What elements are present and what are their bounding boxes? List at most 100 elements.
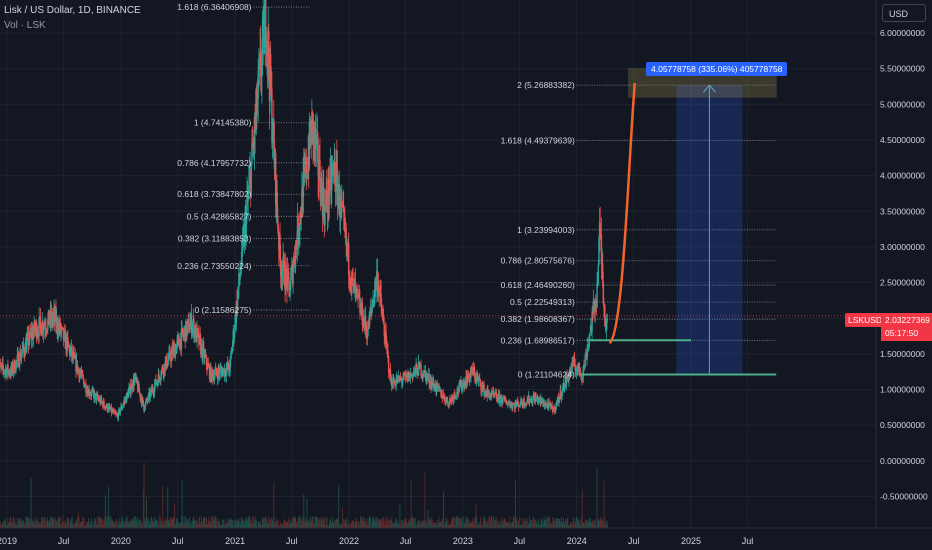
candle-body bbox=[298, 234, 300, 241]
volume-bar bbox=[381, 520, 383, 528]
volume-bar bbox=[54, 518, 56, 528]
volume-bar bbox=[253, 516, 255, 528]
candle-body bbox=[181, 328, 184, 334]
y-tick-label: 3.00000000 bbox=[880, 242, 925, 252]
volume-bar bbox=[69, 520, 71, 528]
candle-body bbox=[494, 393, 497, 396]
volume-bar bbox=[494, 520, 496, 528]
candle-body bbox=[115, 413, 118, 415]
volume-bar bbox=[429, 519, 431, 528]
volume-bar bbox=[0, 525, 2, 528]
candle-body bbox=[412, 373, 415, 375]
volume-bar bbox=[186, 519, 188, 528]
candle-body bbox=[135, 374, 137, 380]
candle-body bbox=[528, 401, 531, 404]
volume-bar bbox=[479, 524, 481, 528]
volume-bar bbox=[358, 524, 360, 528]
candle-body bbox=[289, 277, 292, 291]
candle-body bbox=[555, 401, 558, 407]
volume-bar bbox=[564, 521, 566, 528]
volume-bar bbox=[574, 520, 576, 528]
volume-bar bbox=[176, 517, 178, 528]
candle-body bbox=[337, 195, 339, 206]
volume-bar bbox=[88, 522, 90, 528]
volume-bar bbox=[58, 516, 60, 528]
candle-body bbox=[561, 392, 563, 397]
volume-bar bbox=[127, 517, 129, 528]
volume-bar bbox=[10, 516, 11, 528]
volume-bar bbox=[242, 519, 244, 528]
volume-bar bbox=[525, 525, 527, 528]
candle-body bbox=[545, 404, 547, 407]
volume-bar bbox=[533, 520, 535, 528]
volume-bar bbox=[243, 519, 245, 528]
candle-body bbox=[523, 398, 525, 407]
volume-bar bbox=[501, 523, 503, 528]
volume-bar bbox=[173, 516, 175, 528]
candle-body bbox=[0, 364, 3, 367]
candle-body bbox=[106, 404, 108, 411]
volume-bar bbox=[42, 519, 44, 528]
candle-body bbox=[518, 405, 520, 408]
candle-body bbox=[276, 207, 279, 225]
symbol-title[interactable]: Lisk / US Dollar, 1D, BINANCE bbox=[4, 5, 141, 16]
volume-bar bbox=[307, 519, 308, 528]
candle-body bbox=[366, 335, 369, 339]
volume-bar bbox=[305, 521, 307, 528]
candle-body bbox=[27, 333, 30, 346]
candle-body bbox=[507, 402, 509, 405]
volume-bar bbox=[205, 524, 207, 528]
candle-body bbox=[259, 52, 262, 77]
volume-bar bbox=[234, 519, 236, 528]
volume-bar bbox=[10, 517, 12, 528]
candle-body bbox=[535, 397, 538, 400]
volume-bar bbox=[496, 519, 498, 528]
volume-bar bbox=[452, 516, 454, 528]
volume-bar bbox=[89, 525, 91, 528]
volume-bar bbox=[547, 517, 549, 528]
volume-bar bbox=[464, 522, 466, 528]
volume-bar bbox=[517, 520, 519, 528]
volume-bar bbox=[151, 521, 153, 528]
candle-body bbox=[169, 350, 171, 359]
candle-body bbox=[441, 393, 444, 399]
fib-second-level-label: 1.618 (4.49379639) bbox=[501, 135, 575, 145]
volume-bar bbox=[538, 524, 540, 528]
volume-bar bbox=[30, 477, 32, 528]
volume-bar bbox=[169, 522, 171, 528]
volume-bar bbox=[201, 525, 203, 528]
volume-bar bbox=[307, 519, 309, 528]
volume-legend[interactable]: Vol · LSK bbox=[4, 20, 46, 31]
volume-bar bbox=[34, 525, 36, 528]
candle-body bbox=[334, 161, 336, 186]
volume-bar bbox=[353, 521, 355, 528]
volume-bar bbox=[278, 525, 280, 528]
volume-bar bbox=[196, 520, 197, 528]
volume-bar bbox=[412, 521, 414, 528]
candle-body bbox=[595, 300, 597, 306]
volume-bar bbox=[372, 518, 373, 528]
volume-bar bbox=[544, 520, 546, 528]
candle-body bbox=[417, 375, 419, 376]
volume-bar bbox=[21, 523, 23, 528]
candle-body bbox=[343, 212, 346, 223]
currency-button[interactable]: USD bbox=[882, 4, 926, 22]
volume-bar bbox=[192, 521, 194, 528]
volume-bar bbox=[377, 523, 379, 528]
time-axis bbox=[0, 528, 932, 550]
volume-bar bbox=[324, 525, 326, 528]
volume-bar bbox=[590, 521, 592, 528]
volume-bar bbox=[197, 518, 199, 528]
candle-body bbox=[381, 313, 384, 315]
volume-bar bbox=[200, 524, 202, 528]
volume-bar bbox=[62, 522, 64, 528]
volume-bar bbox=[582, 522, 584, 528]
volume-bar bbox=[205, 518, 207, 528]
candle-body bbox=[498, 393, 500, 395]
volume-bar bbox=[426, 523, 428, 528]
volume-bar bbox=[44, 516, 46, 528]
candle-body bbox=[147, 394, 150, 401]
volume-bar bbox=[150, 517, 152, 528]
